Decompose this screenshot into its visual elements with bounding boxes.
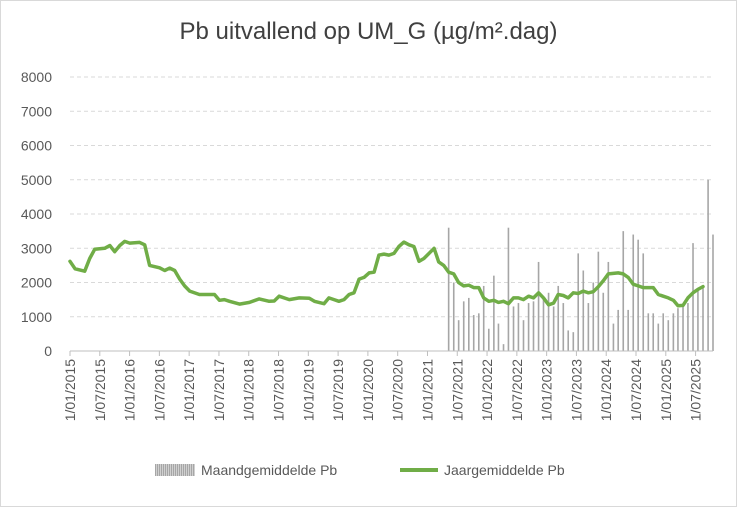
x-tick-label: 1/01/2015 — [62, 359, 78, 421]
bar — [572, 332, 575, 351]
bar — [712, 234, 714, 351]
bar — [457, 320, 460, 351]
y-tick-label: 0 — [44, 343, 52, 359]
series-line-jaargemiddelde — [68, 239, 705, 308]
bar — [632, 234, 635, 351]
bar — [447, 227, 450, 351]
bar — [502, 344, 505, 351]
bar — [682, 306, 684, 351]
x-tick-label: 1/07/2024 — [628, 359, 644, 421]
x-tick-label: 1/01/2022 — [479, 359, 495, 421]
x-tick-label: 1/01/2024 — [598, 359, 614, 421]
bar — [557, 285, 560, 351]
x-tick-label: 1/07/2015 — [92, 359, 108, 421]
bar — [577, 253, 580, 351]
y-tick-label: 7000 — [21, 103, 52, 119]
bar — [692, 243, 694, 351]
bar — [522, 320, 525, 351]
bar — [657, 323, 660, 351]
bar — [607, 261, 610, 351]
legend-item-line: Jaargemiddelde Pb — [400, 462, 565, 478]
bar — [527, 303, 530, 351]
bar — [667, 320, 670, 351]
x-tick-label: 1/07/2020 — [390, 359, 406, 421]
bar — [582, 270, 585, 351]
bar — [552, 306, 555, 351]
x-tick-label: 1/07/2021 — [449, 359, 465, 421]
bar — [592, 282, 595, 351]
chart-title: Pb uitvallend op UM_G (µg/m².dag) — [179, 18, 558, 45]
x-tick-label: 1/01/2023 — [539, 359, 555, 421]
x-tick-label: 1/01/2016 — [122, 359, 138, 421]
bar — [642, 253, 645, 351]
bar — [627, 309, 629, 351]
x-tick-label: 1/07/2016 — [151, 359, 167, 421]
bar — [462, 301, 465, 351]
bar — [537, 261, 540, 351]
x-tick-label: 1/07/2019 — [330, 359, 346, 421]
bar — [547, 292, 550, 351]
x-tick-label: 1/01/2025 — [658, 359, 674, 421]
bar — [637, 239, 639, 351]
y-tick-label: 2000 — [21, 275, 52, 291]
bar — [468, 297, 470, 351]
bar — [587, 303, 590, 351]
x-tick-label: 1/07/2023 — [568, 359, 584, 421]
x-tick-label: 1/07/2022 — [509, 359, 525, 421]
bar — [602, 292, 605, 351]
y-tick-label: 3000 — [21, 240, 52, 256]
x-tick-label: 1/01/2017 — [181, 359, 197, 421]
bar — [507, 227, 510, 351]
bar — [622, 231, 625, 351]
bar — [677, 308, 679, 351]
bar — [697, 289, 699, 351]
bar — [672, 313, 675, 351]
x-tick-label: 1/01/2021 — [419, 359, 435, 421]
y-tick-label: 4000 — [21, 206, 52, 222]
x-tick-label: 1/07/2018 — [271, 359, 287, 421]
bar — [497, 323, 500, 351]
bar — [567, 330, 570, 351]
x-tick-label: 1/01/2020 — [360, 359, 376, 421]
bar — [597, 251, 600, 351]
legend: Maandgemiddelde Pb Jaargemiddelde Pb — [0, 462, 737, 492]
x-tick-label: 1/07/2025 — [688, 359, 704, 421]
bar — [612, 323, 615, 351]
bar — [687, 303, 689, 351]
bar — [472, 315, 475, 351]
bar — [532, 301, 535, 351]
bar — [493, 275, 495, 351]
bar — [452, 282, 455, 351]
x-tick-label: 1/07/2017 — [211, 359, 227, 421]
y-tick-label: 5000 — [21, 172, 52, 188]
legend-item-bars: Maandgemiddelde Pb — [155, 462, 337, 478]
bar — [512, 306, 515, 351]
bar — [482, 285, 485, 351]
y-tick-label: 1000 — [21, 309, 52, 325]
bar — [662, 313, 665, 351]
bar — [647, 313, 650, 351]
chart-plot: 0 1000 2000 3000 4000 5000 6000 7000 8000 1/01/20… — [21, 69, 714, 421]
bar — [702, 285, 704, 351]
bar — [487, 328, 490, 351]
legend-swatch-line — [400, 468, 438, 472]
legend-label-line: Jaargemiddelde Pb — [444, 462, 565, 478]
x-tick-label: 1/01/2019 — [300, 359, 316, 421]
legend-swatch-bars — [155, 464, 195, 476]
bar — [562, 303, 565, 351]
bar — [652, 313, 655, 351]
bar — [517, 303, 520, 351]
bar — [477, 313, 480, 351]
x-tick-label: 1/01/2018 — [241, 359, 257, 421]
bar — [542, 299, 545, 351]
y-tick-label: 8000 — [21, 69, 52, 85]
bar — [707, 179, 709, 351]
y-tick-label: 6000 — [21, 138, 52, 154]
legend-label-bars: Maandgemiddelde Pb — [201, 462, 338, 478]
bar — [617, 309, 619, 351]
